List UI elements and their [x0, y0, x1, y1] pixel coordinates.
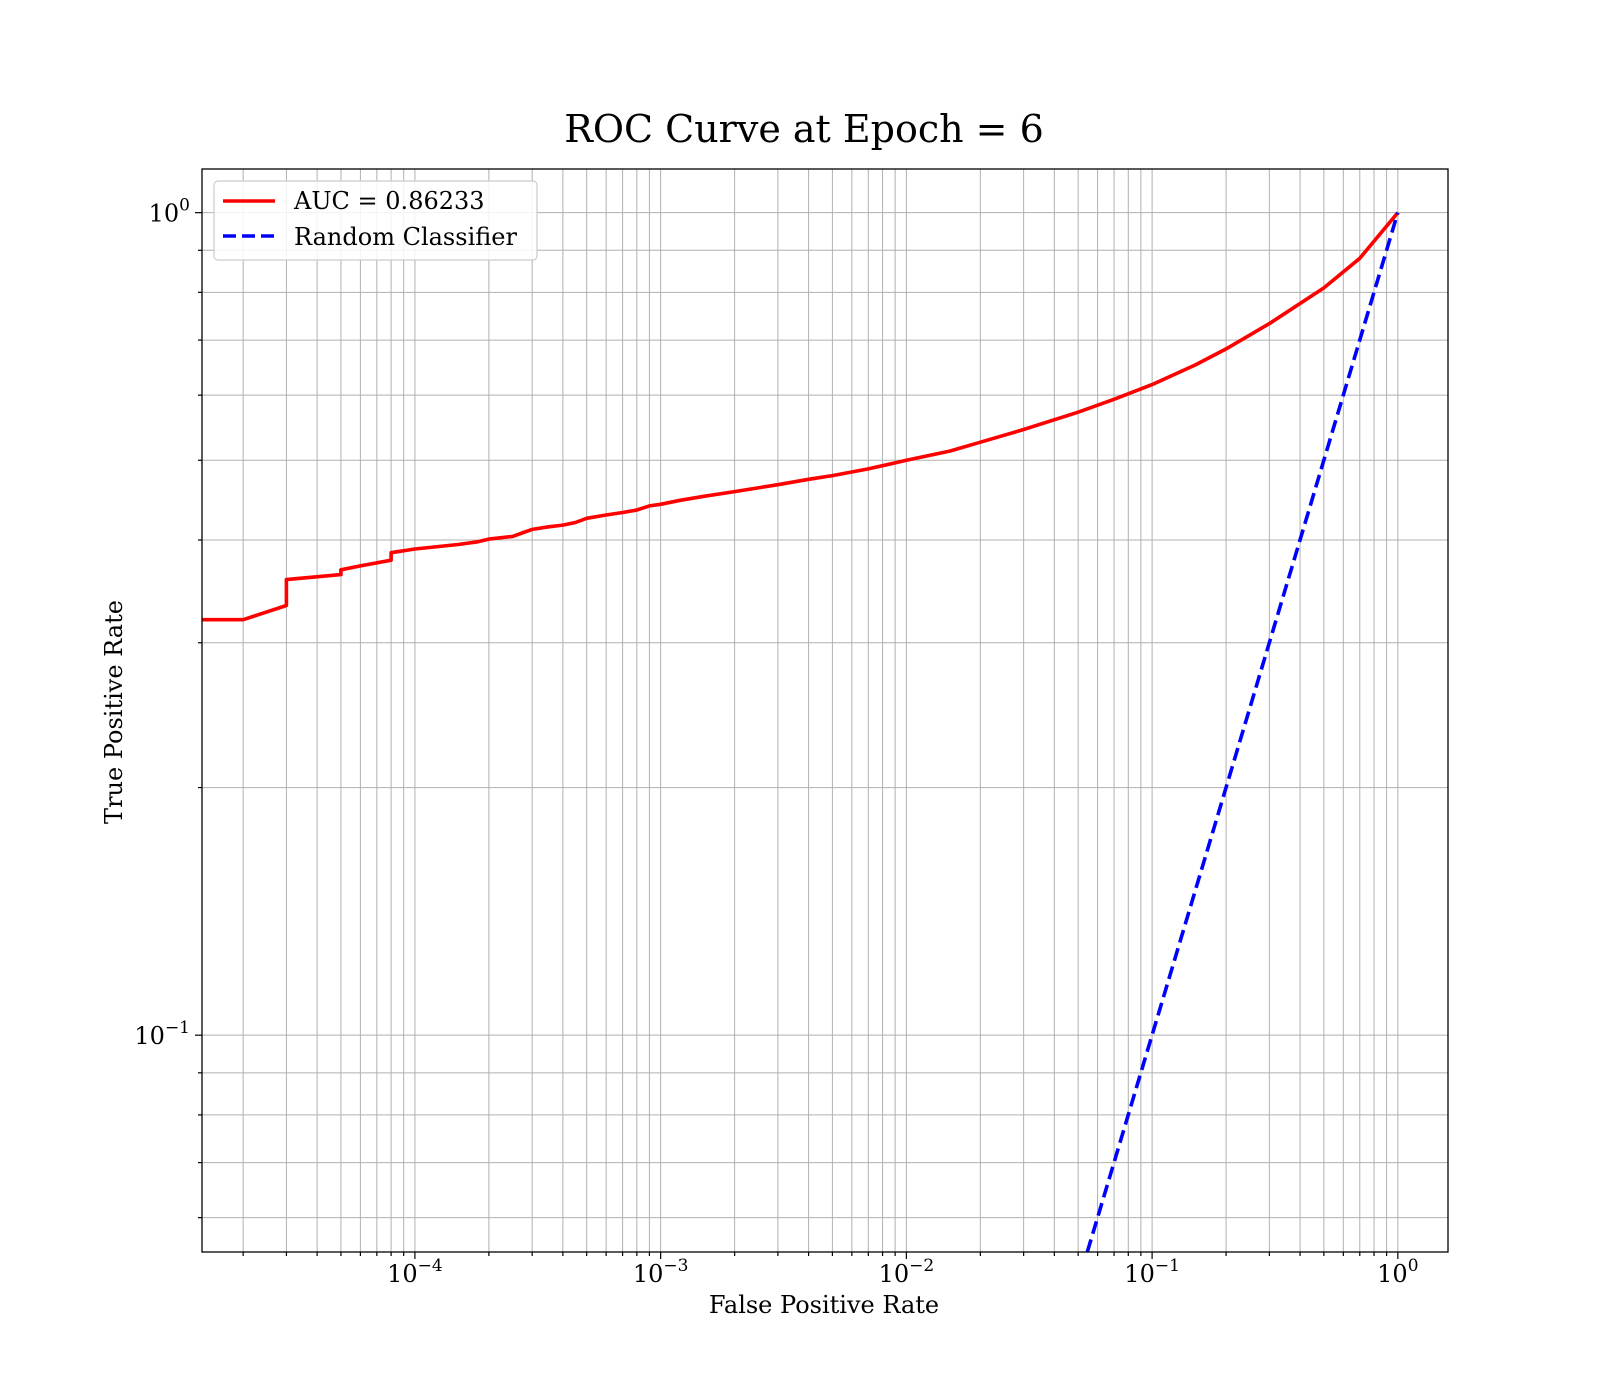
x-axis-label: False Positive Rate: [709, 1291, 939, 1319]
y-tick-label: 100: [149, 196, 190, 228]
y-tick-label: 10−1: [134, 1018, 190, 1050]
x-axis-ticks: 10−4 10−3 10−2 10−1 100: [242, 1252, 1419, 1288]
x-tick-label: 10−2: [879, 1256, 935, 1288]
grid: [202, 169, 1448, 1252]
x-tick-label: 10−4: [387, 1256, 443, 1288]
legend-label-random: Random Classifier: [294, 223, 517, 251]
legend: AUC = 0.86233 Random Classifier: [213, 180, 538, 261]
chart-title: ROC Curve at Epoch = 6: [564, 107, 1044, 151]
roc-curve-line: [202, 211, 1400, 622]
x-tick-label: 10−1: [1124, 1256, 1180, 1288]
random-classifier-line: [1085, 212, 1400, 1252]
x-tick-label: 100: [1377, 1256, 1418, 1288]
y-axis-ticks: 10−1 100: [134, 196, 202, 1219]
plot-frame: [201, 168, 1449, 1253]
legend-label-auc: AUC = 0.86233: [293, 187, 485, 215]
legend-box: [213, 180, 538, 261]
y-axis-label: True Positive Rate: [100, 600, 128, 824]
x-tick-label: 10−3: [633, 1256, 689, 1288]
